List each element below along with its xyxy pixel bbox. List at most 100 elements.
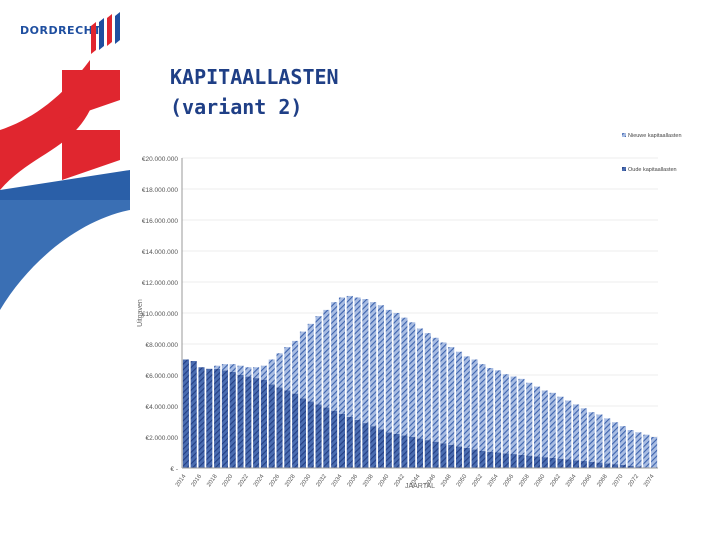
bar-oude-kapitaallasten <box>331 410 338 468</box>
x-tick-label: 2054 <box>487 473 500 488</box>
x-tick-label: 2016 <box>191 473 204 488</box>
x-tick-label: 2070 <box>612 473 625 488</box>
bar-oude-kapitaallasten <box>526 455 533 468</box>
bar-oude-kapitaallasten <box>190 361 197 468</box>
bar-nieuwe-kapitaallasten <box>276 353 283 388</box>
y-tick-label: €8.000.000 <box>145 342 178 349</box>
bar-nieuwe-kapitaallasten <box>448 347 455 445</box>
x-tick-label: 2036 <box>347 473 360 488</box>
bar-oude-kapitaallasten <box>479 450 486 468</box>
bar-nieuwe-kapitaallasten <box>549 392 556 458</box>
bar-nieuwe-kapitaallasten <box>643 434 650 468</box>
bar-nieuwe-kapitaallasten <box>612 422 619 465</box>
bar-oude-kapitaallasten <box>432 441 439 468</box>
bar-nieuwe-kapitaallasten <box>651 437 658 468</box>
legend-label: Oude kapitaallasten <box>628 167 677 173</box>
y-tick-label: €4.000.000 <box>145 404 178 411</box>
bar-nieuwe-kapitaallasten <box>221 364 228 371</box>
bar-oude-kapitaallasten <box>619 464 626 468</box>
y-tick-label: €10.000.000 <box>142 311 179 318</box>
bar-nieuwe-kapitaallasten <box>331 302 338 411</box>
bar-nieuwe-kapitaallasten <box>284 347 291 391</box>
x-tick-label: 2018 <box>206 473 219 488</box>
bar-nieuwe-kapitaallasten <box>346 295 353 417</box>
bar-oude-kapitaallasten <box>580 461 587 468</box>
x-tick-label: 2034 <box>331 473 344 488</box>
bar-oude-kapitaallasten <box>253 378 260 468</box>
x-tick-label: 2038 <box>362 473 375 488</box>
bar-nieuwe-kapitaallasten <box>237 365 244 375</box>
bar-nieuwe-kapitaallasten <box>338 297 346 414</box>
bar-oude-kapitaallasten <box>534 456 541 468</box>
bar-oude-kapitaallasten <box>596 462 603 468</box>
bar-nieuwe-kapitaallasten <box>370 302 377 427</box>
bar-oude-kapitaallasten <box>502 453 509 468</box>
logo-text: DORDRECHT <box>20 24 102 37</box>
x-tick-label: 2066 <box>581 473 594 488</box>
bar-nieuwe-kapitaallasten <box>510 376 517 455</box>
x-tick-label: 2020 <box>222 473 235 488</box>
x-tick-label: 2064 <box>565 473 578 488</box>
bar-oude-kapitaallasten <box>315 404 322 468</box>
bar-nieuwe-kapitaallasten <box>307 323 314 402</box>
y-tick-label: €12.000.000 <box>142 280 179 287</box>
bar-oude-kapitaallasten <box>440 443 447 468</box>
x-tick-label: 2058 <box>518 473 531 488</box>
bar-nieuwe-kapitaallasten <box>580 408 587 462</box>
bar-oude-kapitaallasten <box>346 416 353 468</box>
bar-oude-kapitaallasten <box>370 426 377 468</box>
x-tick-label: 2030 <box>300 473 313 488</box>
x-tick-label: 2060 <box>534 473 547 488</box>
bar-oude-kapitaallasten <box>627 465 634 468</box>
bar-oude-kapitaallasten <box>463 447 470 468</box>
x-tick-label: 2068 <box>596 473 609 488</box>
bar-oude-kapitaallasten <box>510 454 517 468</box>
y-tick-label: €14.000.000 <box>142 249 179 256</box>
bar-oude-kapitaallasten <box>237 375 244 468</box>
bar-oude-kapitaallasten <box>409 437 416 468</box>
x-axis-title: JAARTAL <box>405 483 435 490</box>
bar-oude-kapitaallasten <box>557 458 564 468</box>
legend-swatch <box>622 167 626 171</box>
capital-costs-chart: € - €2.000.000 €4.000.000 €6.000.000 €8.000.… <box>130 128 708 493</box>
y-tick-label: €6.000.000 <box>145 373 178 380</box>
bar-oude-kapitaallasten <box>612 464 619 468</box>
x-tick-label: 2028 <box>284 473 297 488</box>
x-tick-label: 2040 <box>378 473 391 488</box>
bar-nieuwe-kapitaallasten <box>354 297 361 420</box>
bar-oude-kapitaallasten <box>338 413 346 468</box>
bar-nieuwe-kapitaallasten <box>604 418 611 464</box>
bar-nieuwe-kapitaallasten <box>588 412 595 462</box>
bar-nieuwe-kapitaallasten <box>292 340 299 394</box>
bar-nieuwe-kapitaallasten <box>518 378 525 455</box>
bar-oude-kapitaallasten <box>245 376 252 468</box>
bar-oude-kapitaallasten <box>299 398 306 468</box>
legend-swatch <box>622 133 626 137</box>
bar-nieuwe-kapitaallasten <box>541 390 548 458</box>
bar-oude-kapitaallasten <box>393 433 400 468</box>
slide-title-line-2: (variant 2) <box>170 95 303 119</box>
bar-oude-kapitaallasten <box>323 407 330 468</box>
bar-oude-kapitaallasten <box>416 438 424 468</box>
bar-oude-kapitaallasten <box>635 466 642 468</box>
x-tick-label: 2024 <box>253 473 266 488</box>
bar-nieuwe-kapitaallasten <box>596 414 603 463</box>
bar-oude-kapitaallasten <box>229 371 236 468</box>
bar-nieuwe-kapitaallasten <box>409 322 416 437</box>
bar-oude-kapitaallasten <box>573 460 580 468</box>
bar-nieuwe-kapitaallasten <box>635 432 642 467</box>
bar-oude-kapitaallasten <box>549 457 556 468</box>
bar-nieuwe-kapitaallasten <box>479 364 486 451</box>
bar-oude-kapitaallasten <box>276 387 283 468</box>
x-tick-label: 2056 <box>503 473 516 488</box>
bar-oude-kapitaallasten <box>565 459 572 468</box>
bar-nieuwe-kapitaallasten <box>573 404 580 461</box>
bar-nieuwe-kapitaallasten <box>432 337 439 442</box>
bar-oude-kapitaallasten <box>362 423 369 468</box>
bar-oude-kapitaallasten <box>487 451 494 468</box>
bar-nieuwe-kapitaallasten <box>377 305 385 430</box>
x-tick-label: 2014 <box>175 473 188 488</box>
bar-nieuwe-kapitaallasten <box>424 333 431 441</box>
bar-nieuwe-kapitaallasten <box>401 317 408 436</box>
bar-oude-kapitaallasten <box>354 419 361 468</box>
